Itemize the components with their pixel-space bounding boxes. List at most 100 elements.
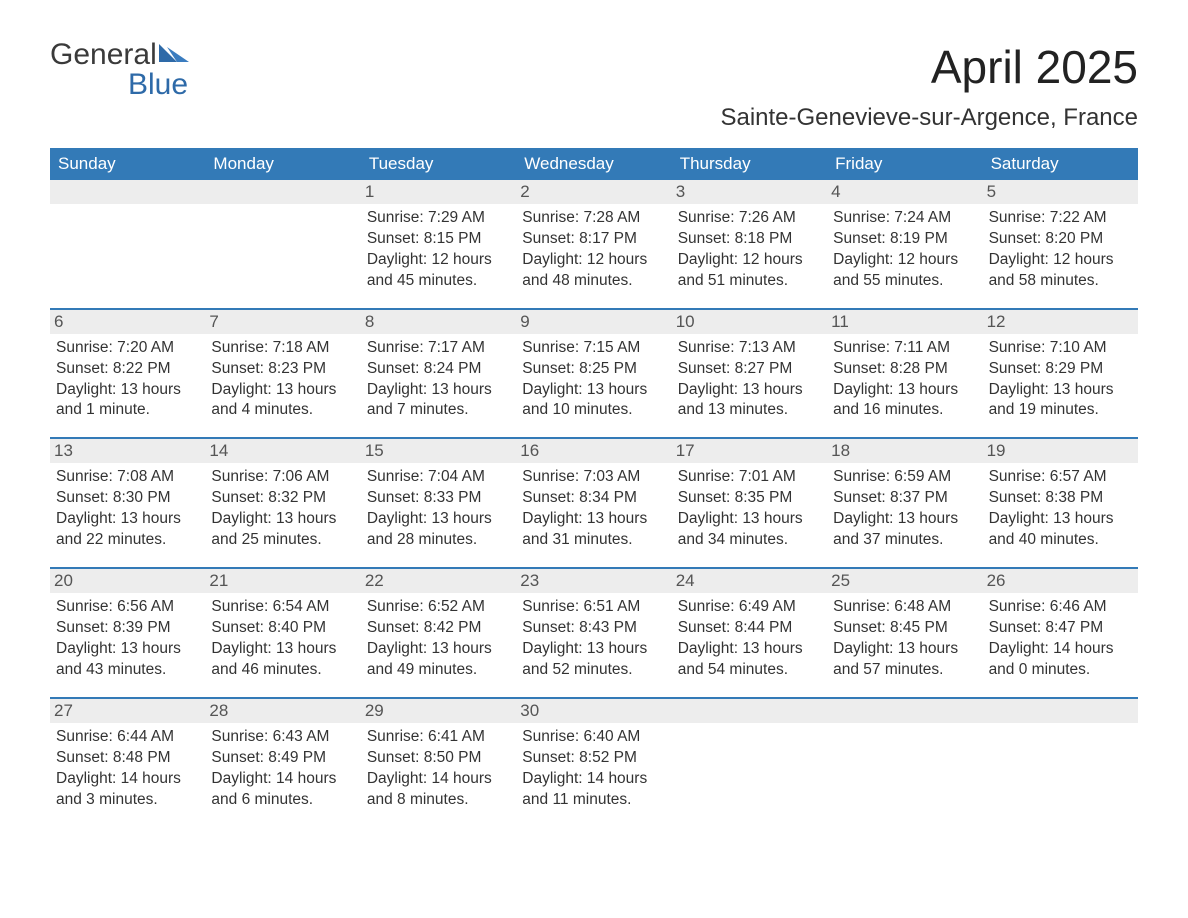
- calendar-date-number: 6: [50, 310, 205, 334]
- sunset-text: Sunset: 8:15 PM: [367, 229, 510, 250]
- daylight-text: Daylight: 13 hours and 40 minutes.: [989, 509, 1132, 551]
- calendar-date-number: 9: [516, 310, 671, 334]
- calendar-day-cell: 7Sunrise: 7:18 AMSunset: 8:23 PMDaylight…: [205, 310, 360, 426]
- calendar-day-body: Sunrise: 7:03 AMSunset: 8:34 PMDaylight:…: [522, 467, 665, 551]
- daylight-text: Daylight: 13 hours and 10 minutes.: [522, 380, 665, 422]
- daylight-text: Daylight: 14 hours and 3 minutes.: [56, 769, 199, 811]
- daylight-text: Daylight: 13 hours and 31 minutes.: [522, 509, 665, 551]
- logo-word2: Blue: [50, 70, 191, 100]
- calendar-day-body: Sunrise: 6:59 AMSunset: 8:37 PMDaylight:…: [833, 467, 976, 551]
- calendar-day-cell: 28Sunrise: 6:43 AMSunset: 8:49 PMDayligh…: [205, 699, 360, 815]
- daylight-text: Daylight: 12 hours and 51 minutes.: [678, 250, 821, 292]
- sunrise-text: Sunrise: 7:22 AM: [989, 208, 1132, 229]
- calendar-date-number: 18: [827, 439, 982, 463]
- calendar-date-number: 12: [983, 310, 1138, 334]
- sunrise-text: Sunrise: 7:26 AM: [678, 208, 821, 229]
- calendar-day-cell: 23 Sunrise: 6:51 AMSunset: 8:43 PMDayligh…: [516, 569, 671, 685]
- daylight-text: Daylight: 13 hours and 28 minutes.: [367, 509, 510, 551]
- sunset-text: Sunset: 8:50 PM: [367, 748, 510, 769]
- sunset-text: Sunset: 8:18 PM: [678, 229, 821, 250]
- sunset-text: Sunset: 8:39 PM: [56, 618, 199, 639]
- calendar-day-body: Sunrise: 7:11 AMSunset: 8:28 PMDaylight:…: [833, 338, 976, 422]
- daylight-text: Daylight: 13 hours and 52 minutes.: [522, 639, 665, 681]
- sunrise-text: Sunrise: 6:52 AM: [367, 597, 510, 618]
- calendar-date-number: 19: [983, 439, 1138, 463]
- calendar-day-body: Sunrise: 7:13 AMSunset: 8:27 PMDaylight:…: [678, 338, 821, 422]
- calendar-day-body: Sunrise: 7:17 AMSunset: 8:24 PMDaylight:…: [367, 338, 510, 422]
- calendar-day-body: Sunrise: 6:40 AMSunset: 8:52 PMDaylight:…: [522, 727, 665, 811]
- calendar-day-body: Sunrise: 7:26 AMSunset: 8:18 PMDaylight:…: [678, 208, 821, 292]
- calendar-day-cell: 30Sunrise: 6:40 AMSunset: 8:52 PMDayligh…: [516, 699, 671, 815]
- calendar-date-number: 1: [361, 180, 516, 204]
- sunset-text: Sunset: 8:28 PM: [833, 359, 976, 380]
- sunrise-text: Sunrise: 7:08 AM: [56, 467, 199, 488]
- calendar-date-number: 11: [827, 310, 982, 334]
- calendar-day-body: Sunrise: 7:24 AMSunset: 8:19 PMDaylight:…: [833, 208, 976, 292]
- daylight-text: Daylight: 13 hours and 16 minutes.: [833, 380, 976, 422]
- sunrise-text: Sunrise: 6:40 AM: [522, 727, 665, 748]
- calendar-day-cell: 22Sunrise: 6:52 AMSunset: 8:42 PMDayligh…: [361, 569, 516, 685]
- daylight-text: Daylight: 12 hours and 55 minutes.: [833, 250, 976, 292]
- sunrise-text: Sunrise: 6:49 AM: [678, 597, 821, 618]
- sunset-text: Sunset: 8:30 PM: [56, 488, 199, 509]
- sunset-text: Sunset: 8:43 PM: [522, 618, 665, 639]
- sunrise-text: Sunrise: 6:51 AM: [522, 597, 665, 618]
- daylight-text: Daylight: 13 hours and 54 minutes.: [678, 639, 821, 681]
- calendar-week-row: 27Sunrise: 6:44 AMSunset: 8:48 PMDayligh…: [50, 697, 1138, 815]
- calendar-day-body: Sunrise: 6:43 AMSunset: 8:49 PMDaylight:…: [211, 727, 354, 811]
- daylight-text: Daylight: 13 hours and 46 minutes.: [211, 639, 354, 681]
- calendar-day-body: Sunrise: 6:46 AMSunset: 8:47 PMDaylight:…: [989, 597, 1132, 681]
- calendar-date-number: [50, 180, 205, 204]
- sunrise-text: Sunrise: 7:18 AM: [211, 338, 354, 359]
- location-subtitle: Sainte-Genevieve-sur-Argence, France: [720, 104, 1138, 132]
- calendar-day-cell: 9 Sunrise: 7:15 AMSunset: 8:25 PMDaylight…: [516, 310, 671, 426]
- sunset-text: Sunset: 8:17 PM: [522, 229, 665, 250]
- calendar-date-number: 24: [672, 569, 827, 593]
- calendar-day-body: Sunrise: 7:22 AMSunset: 8:20 PMDaylight:…: [989, 208, 1132, 292]
- calendar-day-body: Sunrise: 6:41 AMSunset: 8:50 PMDaylight:…: [367, 727, 510, 811]
- calendar-date-number: 7: [205, 310, 360, 334]
- calendar-day-body: Sunrise: 7:20 AMSunset: 8:22 PMDaylight:…: [56, 338, 199, 422]
- calendar-day-cell: 1Sunrise: 7:29 AMSunset: 8:15 PMDaylight…: [361, 180, 516, 296]
- sunrise-text: Sunrise: 7:15 AM: [522, 338, 665, 359]
- calendar-day-cell: 6 Sunrise: 7:20 AMSunset: 8:22 PMDaylight…: [50, 310, 205, 426]
- calendar-day-body: Sunrise: 6:51 AMSunset: 8:43 PMDaylight:…: [522, 597, 665, 681]
- calendar-week-row: 13Sunrise: 7:08 AMSunset: 8:30 PMDayligh…: [50, 437, 1138, 555]
- calendar-day-cell: 20Sunrise: 6:56 AMSunset: 8:39 PMDayligh…: [50, 569, 205, 685]
- calendar-day-cell: 15Sunrise: 7:04 AMSunset: 8:33 PMDayligh…: [361, 439, 516, 555]
- sunrise-text: Sunrise: 7:24 AM: [833, 208, 976, 229]
- sunrise-text: Sunrise: 7:11 AM: [833, 338, 976, 359]
- calendar-date-number: 23: [516, 569, 671, 593]
- sunset-text: Sunset: 8:45 PM: [833, 618, 976, 639]
- calendar-date-number: 2: [516, 180, 671, 204]
- calendar-day-body: Sunrise: 6:49 AMSunset: 8:44 PMDaylight:…: [678, 597, 821, 681]
- calendar-day-body: Sunrise: 7:28 AMSunset: 8:17 PMDaylight:…: [522, 208, 665, 292]
- sunset-text: Sunset: 8:42 PM: [367, 618, 510, 639]
- calendar-day-cell: 24 Sunrise: 6:49 AMSunset: 8:44 PMDayligh…: [672, 569, 827, 685]
- daylight-text: Daylight: 13 hours and 22 minutes.: [56, 509, 199, 551]
- calendar-day-cell: 27Sunrise: 6:44 AMSunset: 8:48 PMDayligh…: [50, 699, 205, 815]
- calendar-day-cell: 10 Sunrise: 7:13 AMSunset: 8:27 PMDayligh…: [672, 310, 827, 426]
- calendar: Sunday Monday Tuesday Wednesday Thursday…: [50, 148, 1138, 814]
- page-title: April 2025: [720, 40, 1138, 94]
- calendar-day-body: Sunrise: 6:57 AMSunset: 8:38 PMDaylight:…: [989, 467, 1132, 551]
- calendar-date-number: [983, 699, 1138, 723]
- sunset-text: Sunset: 8:25 PM: [522, 359, 665, 380]
- calendar-day-body: Sunrise: 7:15 AMSunset: 8:25 PMDaylight:…: [522, 338, 665, 422]
- calendar-day-cell: [827, 699, 982, 815]
- calendar-day-body: Sunrise: 7:10 AMSunset: 8:29 PMDaylight:…: [989, 338, 1132, 422]
- sunset-text: Sunset: 8:37 PM: [833, 488, 976, 509]
- calendar-date-number: 10: [672, 310, 827, 334]
- title-block: April 2025 Sainte-Genevieve-sur-Argence,…: [720, 40, 1138, 142]
- sunrise-text: Sunrise: 6:41 AM: [367, 727, 510, 748]
- calendar-day-cell: 12 Sunrise: 7:10 AMSunset: 8:29 PMDayligh…: [983, 310, 1138, 426]
- calendar-week-row: 1 Sunrise: 7:29 AMSunset: 8:15 PM Daylight…: [50, 180, 1138, 296]
- calendar-day-body: Sunrise: 6:52 AMSunset: 8:42 PMDaylight:…: [367, 597, 510, 681]
- sunrise-text: Sunrise: 7:03 AM: [522, 467, 665, 488]
- day-header: Wednesday: [516, 148, 671, 180]
- calendar-day-body: Sunrise: 6:44 AMSunset: 8:48 PMDaylight:…: [56, 727, 199, 811]
- calendar-day-cell: 17Sunrise: 7:01 AMSunset: 8:35 PMDayligh…: [672, 439, 827, 555]
- calendar-day-body: Sunrise: 7:06 AMSunset: 8:32 PMDaylight:…: [211, 467, 354, 551]
- calendar-day-body: Sunrise: 6:48 AMSunset: 8:45 PMDaylight:…: [833, 597, 976, 681]
- sunrise-text: Sunrise: 7:29 AM: [367, 208, 510, 229]
